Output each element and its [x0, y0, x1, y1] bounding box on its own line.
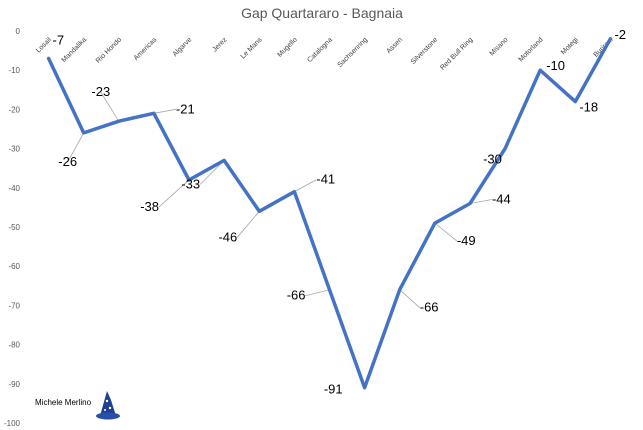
- data-point: [257, 209, 261, 213]
- y-tick-label: -80: [8, 341, 20, 350]
- x-axis: Losail Mandalika Rio Hondo Americas Algarve J…: [35, 36, 615, 72]
- x-tick-label: Rio Hondo: [95, 36, 123, 64]
- y-tick-label: -90: [8, 380, 20, 389]
- x-tick-label: Mugello: [277, 36, 299, 58]
- data-label: -38: [140, 199, 159, 214]
- data-point: [573, 100, 577, 104]
- leader-line: [236, 211, 260, 238]
- leader-line: [100, 91, 120, 122]
- data-point: [538, 68, 542, 72]
- leader-line: [158, 179, 190, 208]
- data-label: -91: [324, 382, 343, 397]
- y-tick-label: -100: [4, 419, 21, 428]
- series-line-path: [46, 37, 613, 390]
- y-tick-label: -50: [8, 223, 20, 232]
- y-tick-label: 0: [16, 27, 21, 36]
- author-credit: Michele Merlino: [35, 398, 92, 407]
- x-tick-label: Sachsenring: [337, 36, 370, 69]
- x-tick-label: Americas: [133, 36, 159, 62]
- y-tick-label: -10: [8, 66, 20, 75]
- data-label: -41: [316, 172, 335, 187]
- data-point: [328, 288, 331, 292]
- data-label: -7: [53, 32, 65, 47]
- leader-line: [153, 108, 176, 114]
- leader-line: [294, 179, 317, 193]
- x-tick-label: Red Bull Ring: [439, 36, 474, 71]
- data-label: -23: [91, 84, 110, 99]
- x-tick-label: Motegi: [560, 36, 580, 56]
- x-tick-label: Le Mans: [240, 36, 264, 60]
- x-tick-label: Losail: [35, 36, 53, 54]
- data-label: -10: [546, 58, 565, 73]
- x-tick-label: Mandalika: [61, 36, 89, 64]
- data-point: [47, 56, 51, 60]
- data-label: -26: [58, 154, 77, 169]
- chart-title: Gap Quartararo - Bagnaia: [241, 5, 403, 21]
- data-point: [608, 37, 612, 41]
- data-label: -30: [483, 152, 502, 167]
- data-labels: -7 -26 -23 -21 -38 -33 -46 -41 -66 -91 -66 -49 -44 -3…: [53, 27, 626, 397]
- data-point: [117, 119, 121, 123]
- data-label: -33: [181, 176, 200, 191]
- x-tick-label: Motorland: [518, 36, 545, 63]
- data-point: [433, 221, 437, 225]
- data-point: [292, 190, 296, 194]
- wizard-hat-icon: [96, 391, 120, 420]
- data-label: -66: [420, 300, 439, 315]
- y-tick-label: -70: [8, 301, 20, 310]
- data-label: -44: [492, 191, 511, 206]
- data-point: [468, 201, 472, 205]
- credit: Michele Merlino: [35, 391, 120, 420]
- y-axis: 0 -10 -20 -30 -40 -50 -60 -70 -80 -90 -100: [4, 27, 21, 428]
- x-tick-label: Silverstone: [410, 36, 440, 66]
- x-tick-label: Misano: [489, 36, 510, 57]
- y-tick-label: -60: [8, 262, 20, 271]
- leader-line: [67, 132, 85, 163]
- x-tick-label: Algarve: [172, 36, 194, 58]
- data-label: -2: [614, 27, 626, 42]
- data-label: -18: [579, 100, 598, 115]
- leader-line: [399, 289, 421, 309]
- leader-line: [434, 222, 458, 242]
- y-tick-label: -20: [8, 105, 20, 114]
- x-tick-label: Assen: [385, 36, 404, 55]
- data-label: -49: [457, 233, 476, 248]
- data-point: [398, 288, 402, 292]
- x-tick-label: Jerez: [212, 36, 229, 53]
- leader-line: [305, 289, 330, 297]
- series-line: [46, 37, 613, 390]
- data-label: -46: [218, 229, 237, 244]
- x-tick-label: Catalogna: [306, 36, 334, 64]
- y-tick-label: -30: [8, 145, 20, 154]
- leader-line: [469, 199, 493, 204]
- data-label: -66: [287, 288, 306, 303]
- data-point: [503, 147, 507, 151]
- data-point: [363, 386, 367, 390]
- data-point: [187, 178, 191, 182]
- data-point: [222, 158, 226, 162]
- y-tick-label: -40: [8, 184, 20, 193]
- data-label: -21: [176, 101, 195, 116]
- data-point: [82, 131, 86, 135]
- data-label-leaders: [67, 91, 493, 309]
- data-point: [152, 111, 156, 115]
